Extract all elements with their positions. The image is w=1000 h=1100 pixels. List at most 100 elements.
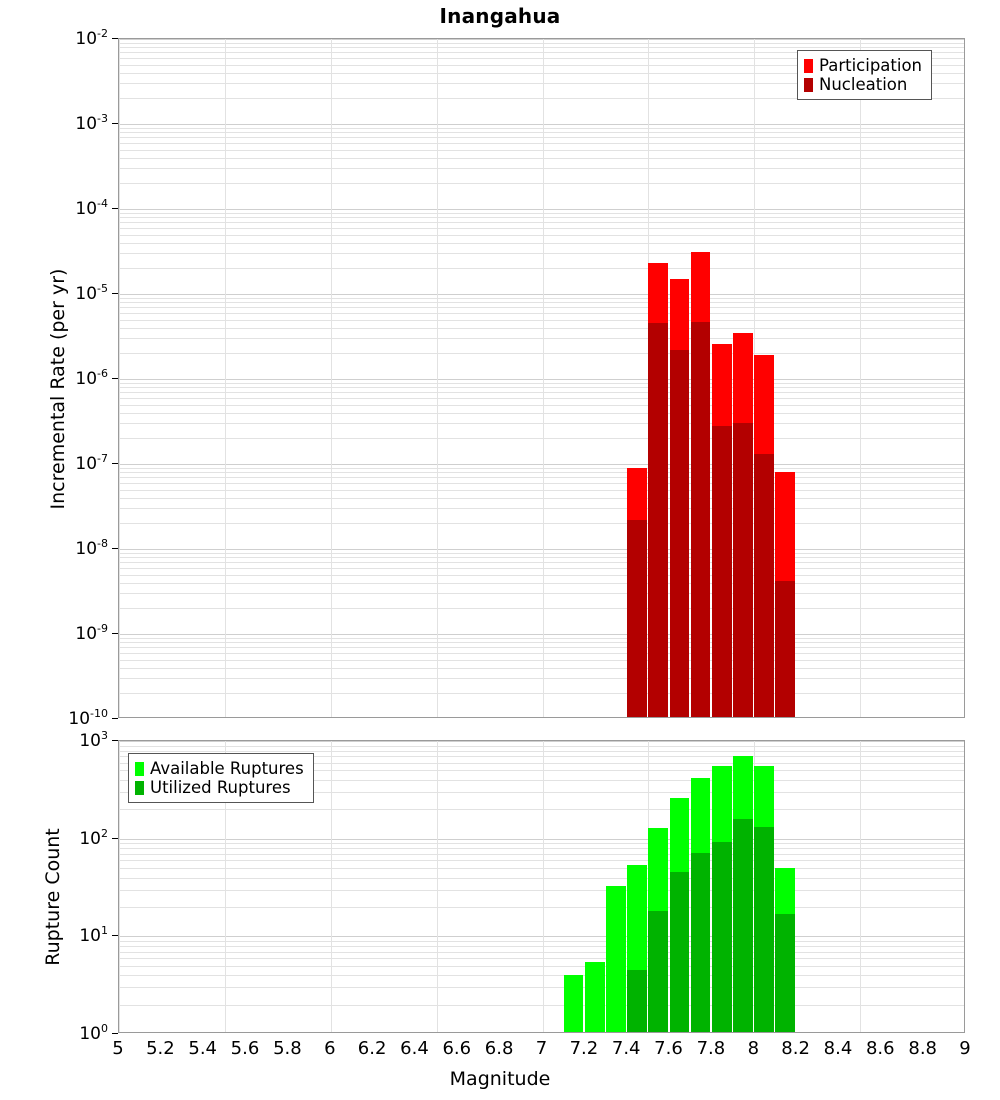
bar (669, 798, 690, 1032)
x-axis-tick-label: 7.4 (611, 1038, 641, 1059)
bar-segment-overlay (669, 349, 690, 717)
x-axis-tick-label: 5.2 (146, 1038, 175, 1059)
x-axis-tick-label: 7.2 (569, 1038, 599, 1059)
bar (711, 343, 732, 717)
bar (648, 827, 669, 1032)
x-axis-tick-label: 8 (747, 1038, 760, 1059)
legend-label-participation: Participation (819, 56, 923, 75)
bar-segment-overlay (627, 970, 647, 1032)
y-axis-tick (112, 463, 118, 464)
bar (775, 868, 796, 1032)
y-axis-tick (112, 837, 118, 839)
x-axis-tick-label: 8.4 (823, 1038, 853, 1059)
legend-swatch-available (135, 761, 144, 776)
y-axis-tick-label: 10-9 (75, 622, 108, 644)
bar (690, 777, 711, 1032)
y-axis-tick-label: 10-7 (75, 452, 108, 474)
y-axis-tick (112, 378, 118, 379)
legend-swatch-nucleation (804, 77, 813, 92)
bar (606, 885, 626, 1032)
y-axis-tick (112, 38, 118, 39)
bar (627, 467, 647, 717)
x-axis-tick-label: 7.6 (654, 1038, 683, 1059)
y-axis-tick (112, 293, 118, 294)
legend-item-participation: Participation (804, 56, 922, 75)
bars-incremental-rate (119, 39, 964, 717)
y-axis-tick (112, 123, 118, 124)
bar-segment-overlay (690, 321, 711, 717)
y-axis-tick-label: 10-2 (75, 27, 108, 49)
x-axis-tick-label: 8.2 (781, 1038, 810, 1059)
bar-segment-overlay (775, 913, 796, 1032)
x-axis-tick-label: 5 (112, 1038, 124, 1059)
legend-item-available-ruptures: Available Ruptures (135, 759, 304, 778)
x-axis-title: Magnitude (449, 1068, 551, 1090)
bar (563, 975, 584, 1032)
bar (648, 263, 669, 717)
bar-segment-overlay (775, 580, 796, 717)
y-axis-tick (112, 633, 118, 634)
bar (733, 756, 753, 1032)
x-axis-tick-label: 8.6 (865, 1038, 895, 1059)
y-axis-tick-label: 10-5 (75, 282, 108, 304)
bar-segment-overlay (690, 852, 711, 1032)
x-axis-tick-label: 6 (324, 1038, 336, 1059)
x-axis-tick-label: 5.4 (188, 1038, 218, 1059)
bar-segment-overlay (648, 322, 669, 717)
y-axis-tick-label: 102 (79, 826, 108, 849)
x-axis-tick-label: 8.8 (908, 1038, 938, 1059)
y-axis-tick-label: 10-6 (75, 367, 108, 389)
bar (669, 279, 690, 717)
legend-swatch-participation (804, 58, 813, 73)
bar (775, 472, 796, 717)
y-axis-title-bottom: Rupture Count (42, 828, 64, 966)
bar-segment-overlay (754, 454, 774, 717)
bar-segment-overlay (669, 871, 690, 1032)
bar (754, 355, 774, 717)
bars-rupture-count (119, 741, 964, 1032)
y-axis-tick (112, 740, 118, 741)
y-axis-tick-label: 10-3 (75, 112, 108, 134)
x-axis-tick-label: 7 (535, 1038, 548, 1059)
y-axis-tick-label: 10-4 (75, 197, 108, 219)
x-axis-tick-label: 9 (959, 1038, 971, 1059)
y-axis-tick (112, 208, 118, 209)
legend-label-utilized: Utilized Ruptures (150, 778, 291, 798)
bar-segment-overlay (711, 425, 732, 717)
bar-segment-overlay (627, 519, 647, 717)
bar-segment-overlay (711, 842, 732, 1032)
page-title: Inangahua (439, 4, 561, 28)
y-axis-tick-label: 101 (79, 924, 108, 947)
x-axis-tick-label: 5.8 (273, 1038, 302, 1059)
legend-item-utilized-ruptures: Utilized Ruptures (135, 778, 304, 797)
legend-rupture-count: Available Ruptures Utilized Ruptures (128, 753, 314, 804)
bar-segment-overlay (648, 911, 669, 1032)
bar (754, 765, 774, 1032)
x-axis-tick-label: 6.6 (442, 1038, 472, 1059)
y-axis-tick (112, 548, 118, 549)
y-axis-tick-label: 10-8 (75, 537, 108, 559)
y-axis-tick (112, 1033, 118, 1034)
x-axis-tick-label: 6.4 (400, 1038, 429, 1059)
legend-incremental-rate: Participation Nucleation (797, 50, 933, 101)
legend-label-nucleation: Nucleation (819, 75, 908, 95)
bar-segment-overlay (733, 818, 753, 1032)
y-axis-tick (112, 718, 118, 719)
x-axis-tick-label: 6.2 (357, 1038, 387, 1059)
bar (733, 332, 753, 717)
incremental-rate-plot (118, 38, 965, 718)
y-axis-tick (112, 935, 118, 937)
legend-label-available: Available Ruptures (150, 759, 304, 778)
y-axis-title-top: Incremental Rate (per yr) (47, 268, 69, 510)
bar (690, 252, 711, 717)
y-axis-tick-label: 100 (79, 1022, 108, 1044)
bar-segment-overlay (754, 827, 774, 1032)
x-axis-tick-label: 5.6 (230, 1038, 260, 1059)
bar (584, 961, 605, 1032)
x-axis-tick-label: 7.8 (696, 1038, 726, 1059)
legend-swatch-utilized (135, 780, 144, 795)
legend-item-nucleation: Nucleation (804, 75, 922, 94)
y-axis-tick-label: 10-10 (68, 707, 108, 729)
bar-segment-overlay (733, 423, 753, 717)
